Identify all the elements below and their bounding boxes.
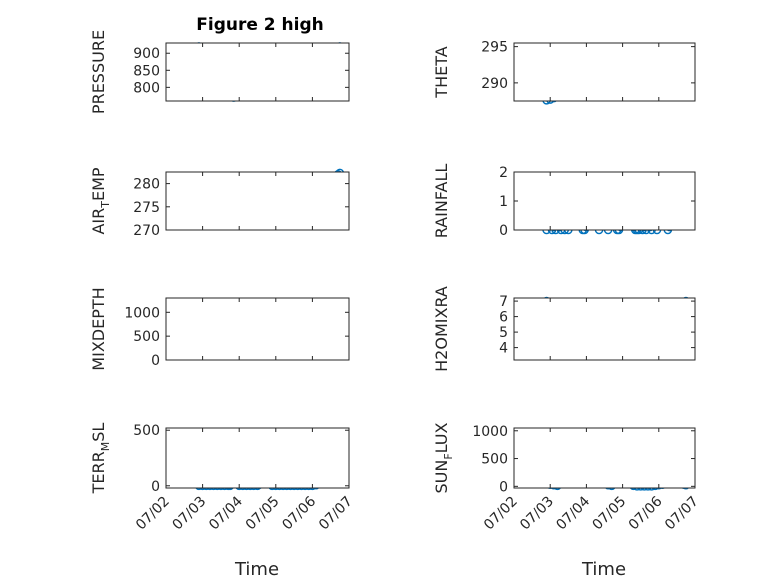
- figure-title: Figure 2 high: [196, 15, 324, 35]
- y-tick-label: 275: [133, 200, 160, 216]
- y-tick-label: 900: [133, 46, 160, 62]
- axes-frame: [513, 42, 696, 102]
- y-axis-label: PRESSURE: [89, 30, 108, 114]
- y-tick-label: 270: [133, 223, 160, 239]
- subplot-theta: 290 295 THETA: [432, 40, 696, 105]
- axes-frame: [165, 297, 350, 361]
- y-tick-label: 280: [133, 177, 160, 193]
- axes-frame: [165, 427, 350, 489]
- y-axis-label: SUNFLUX: [432, 422, 455, 493]
- y-tick-label: 1: [499, 194, 508, 210]
- y-tick-label: 7: [499, 294, 508, 310]
- y-tick-label: 290: [481, 76, 508, 92]
- y-tick-label: 4: [499, 341, 508, 357]
- y-tick-label: 0: [151, 353, 160, 369]
- axes-frame: [513, 297, 696, 361]
- y-axis-label: RAINFALL: [432, 164, 451, 239]
- y-tick-label: 500: [133, 423, 160, 439]
- axes-frame: [513, 427, 696, 489]
- y-tick-label: 850: [133, 63, 160, 79]
- y-tick-label: 0: [151, 479, 160, 495]
- y-tick-label: 800: [133, 80, 160, 96]
- y-axis-label: MIXDEPTH: [89, 287, 108, 370]
- y-tick-label: 0: [499, 223, 508, 239]
- y-tick-label: 295: [481, 40, 508, 56]
- y-tick-label: 2: [499, 165, 508, 181]
- y-tick-label: 5: [499, 325, 508, 341]
- y-tick-label: 0: [499, 479, 508, 495]
- subplot-mixdepth: 0 500 1000 MIXDEPTH: [89, 287, 350, 371]
- y-axis-label: THETA: [432, 46, 451, 98]
- axes-frame: [165, 171, 350, 231]
- y-axis-label: H2OMIXRA: [432, 286, 451, 372]
- axes-frame: [165, 42, 350, 102]
- y-tick-label: 1000: [472, 424, 508, 440]
- y-tick-label: 500: [481, 452, 508, 468]
- x-axis-label-right: Time: [581, 559, 626, 580]
- x-axis-label-left: Time: [234, 559, 279, 580]
- y-axis-label: AIRTEMP: [89, 167, 112, 234]
- subplot-rainfall: 0 1 2 RAINFALL: [432, 164, 696, 239]
- y-axis-label: TERRMSL: [89, 423, 112, 495]
- y-tick-label: 500: [133, 329, 160, 345]
- subplot-air-temp: 270 275 280 AIRTEMP: [89, 167, 350, 239]
- axes-frame: [513, 171, 696, 231]
- y-tick-label: 6: [499, 310, 508, 326]
- y-tick-label: 1000: [124, 305, 160, 321]
- subplot-terr-msl: 050007/0207/0307/0407/0507/0607/07TERRMS…: [89, 423, 356, 534]
